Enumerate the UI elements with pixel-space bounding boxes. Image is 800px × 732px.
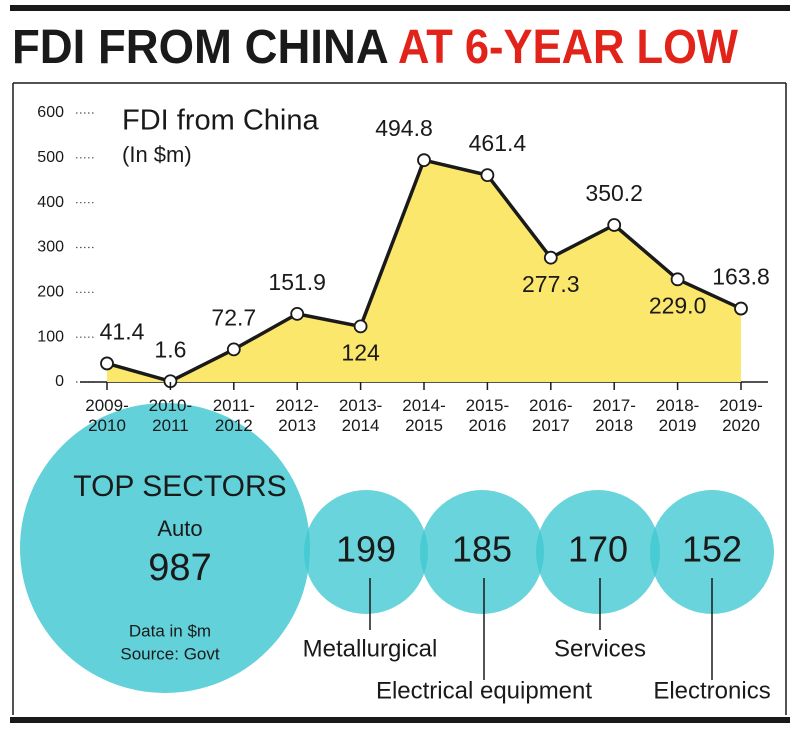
point — [226, 342, 241, 357]
x-tick-label: 2010-2011 — [148, 396, 193, 435]
point — [353, 319, 368, 334]
value-label: 277.3 — [522, 271, 580, 297]
y-tick-label: 0 — [55, 373, 64, 390]
top-value: 987 — [148, 547, 211, 589]
bubble — [420, 490, 544, 614]
x-tick-label: 2017-2018 — [592, 396, 636, 435]
value-label: 163.8 — [712, 264, 770, 290]
y-tick-label: 200 — [37, 284, 64, 301]
bottom-rule — [10, 717, 790, 723]
value-label: 41.4 — [100, 319, 145, 345]
sector-name: Metallurgical — [303, 635, 438, 662]
sectors-title: TOP SECTORS — [73, 470, 286, 503]
top-name: Auto — [157, 516, 202, 541]
x-tick-label: 2011-2012 — [212, 396, 255, 435]
headline: FDI FROM CHINA AT 6-YEAR LOW — [12, 21, 739, 74]
point — [100, 356, 114, 371]
x-tick-label: 2013-2014 — [338, 396, 383, 435]
point — [670, 272, 685, 287]
value-label: 1.6 — [154, 336, 186, 362]
value-label: 229.0 — [649, 292, 707, 318]
bubble — [536, 490, 660, 614]
chart-title: FDI from China — [122, 105, 319, 137]
point — [480, 168, 495, 183]
headline-red: AT 6-YEAR LOW — [398, 21, 739, 74]
sector-name: Services — [554, 635, 646, 662]
sector-value: 185 — [452, 529, 512, 570]
value-label: 350.2 — [585, 180, 643, 206]
x-tick-label: 2016-2017 — [529, 396, 573, 435]
bubble — [304, 490, 428, 614]
value-label: 151.9 — [268, 269, 326, 295]
y-tick-label: 100 — [37, 328, 64, 345]
point — [543, 250, 558, 265]
headline-black: FDI FROM CHINA — [12, 21, 388, 74]
x-tick-label: 2019-2020 — [719, 396, 763, 435]
sector-name: Electrical equipment — [376, 677, 592, 704]
y-tick-label: 600 — [37, 104, 64, 121]
y-tick-label: 300 — [37, 239, 64, 256]
sector-value: 152 — [682, 529, 742, 570]
area — [107, 160, 741, 382]
point — [417, 153, 431, 168]
x-tick-label: 2018-2019 — [655, 396, 700, 435]
x-tick-label: 2012-2013 — [275, 396, 319, 435]
value-label: 461.4 — [469, 130, 527, 156]
top-rule — [10, 5, 790, 11]
y-tick-label: 500 — [37, 149, 64, 166]
sector-value: 170 — [568, 529, 628, 570]
value-label: 494.8 — [375, 115, 433, 141]
bubbles: TOP SECTORS Auto 987 Data in $m Source: Govt… — [20, 403, 774, 704]
x-tick-label: 2014-2015 — [402, 396, 446, 435]
x-tick-label: 2009-2010 — [85, 396, 129, 435]
sector-value: 199 — [336, 529, 396, 570]
x-tick-label: 2015-2016 — [465, 396, 510, 435]
point — [734, 301, 748, 316]
chart-subtitle: (In $m) — [122, 142, 192, 167]
point — [290, 306, 305, 321]
note: Data in $m — [129, 621, 211, 640]
source: Source: Govt — [120, 644, 219, 663]
value-label: 72.7 — [211, 304, 256, 330]
bubble — [650, 490, 774, 614]
point — [607, 218, 622, 232]
value-label: 124 — [341, 339, 380, 365]
bubble-top — [20, 403, 310, 693]
sector-name: Electronics — [653, 677, 770, 704]
y-tick-label: 400 — [37, 194, 64, 211]
